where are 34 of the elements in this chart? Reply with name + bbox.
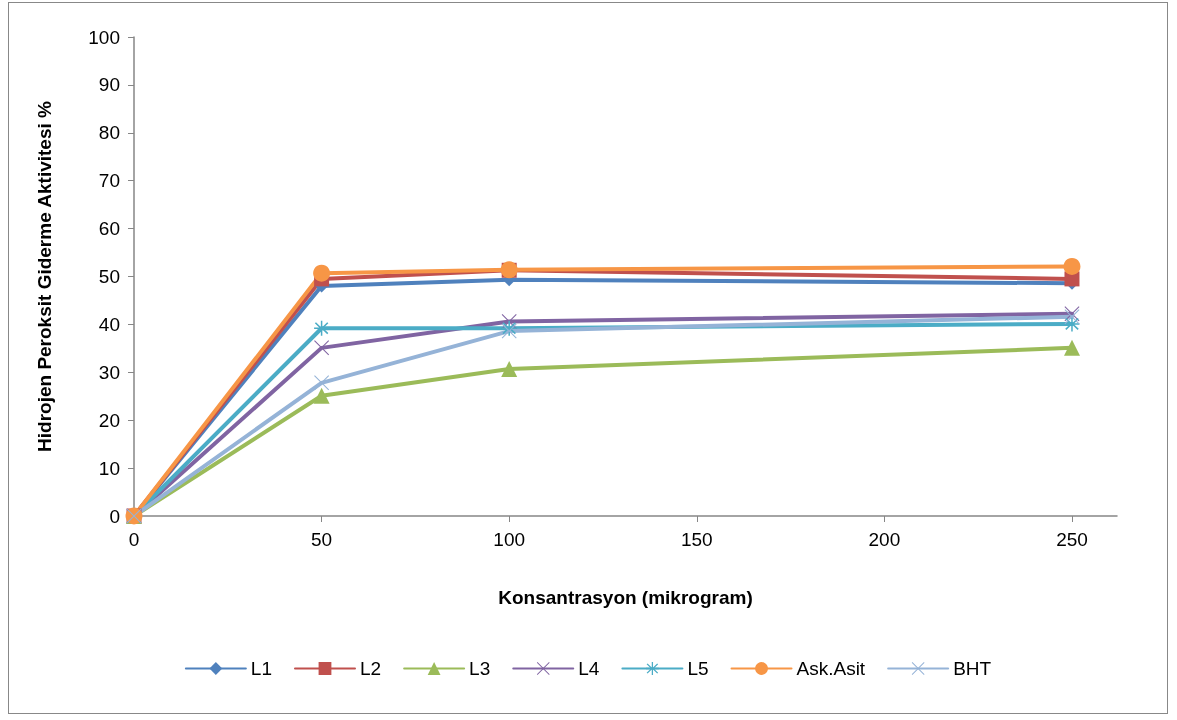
- legend-label: L5: [687, 658, 709, 679]
- y-tick-label: 20: [98, 409, 120, 431]
- x-tick-label: 50: [311, 529, 333, 550]
- y-tick-label: 60: [98, 218, 120, 240]
- y-tick-label: 70: [98, 170, 120, 192]
- y-tick-label: 30: [98, 361, 120, 383]
- point: [313, 264, 331, 282]
- legend-label: L1: [250, 658, 272, 679]
- point: [1063, 257, 1081, 275]
- legend-label: L2: [359, 658, 382, 679]
- y-tick-label: 90: [98, 74, 120, 96]
- legend-label: BHT: [953, 658, 992, 679]
- y-tick-label: 50: [98, 266, 120, 287]
- x-axis-title: Konsantrasyon (mikrogram): [498, 587, 753, 608]
- point: [313, 387, 330, 404]
- point: [1063, 339, 1080, 356]
- point: [501, 360, 518, 377]
- point: [314, 375, 330, 391]
- y-tick-label: 40: [98, 313, 120, 335]
- x-tick-label: 150: [680, 529, 713, 550]
- legend-label: Ask.Asit: [796, 658, 866, 679]
- point: [314, 340, 330, 356]
- x-tick-label: 100: [493, 529, 526, 550]
- y-tick-label: 0: [109, 505, 120, 527]
- legend-label: L3: [469, 658, 491, 679]
- y-tick-label: 80: [98, 122, 120, 144]
- legend-label: L4: [578, 658, 600, 679]
- y-axis-title: Hidrojen Peroksit Giderme Aktivitesi %: [34, 100, 55, 452]
- y-tick-label: 100: [88, 26, 120, 48]
- point: [314, 320, 330, 336]
- x-tick-label: 200: [868, 529, 901, 550]
- x-tick-label: 250: [1056, 529, 1088, 550]
- y-tick-label: 10: [98, 457, 120, 479]
- x-tick-label: 0: [128, 529, 140, 550]
